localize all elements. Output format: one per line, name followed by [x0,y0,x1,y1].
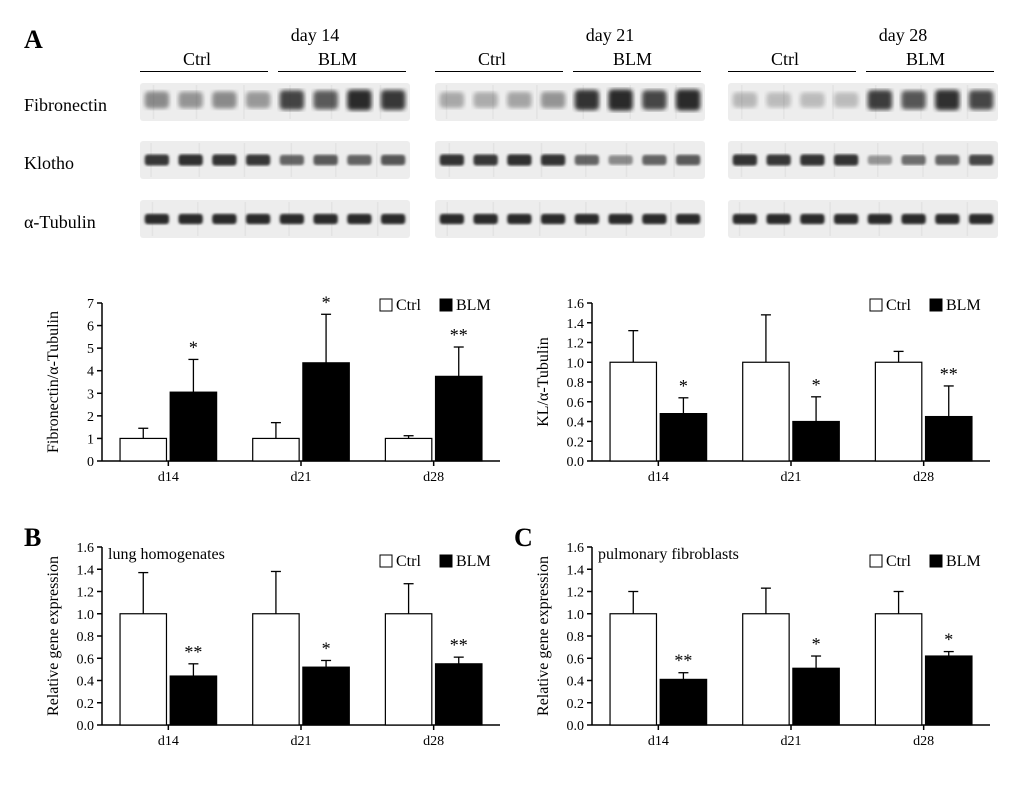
svg-text:2: 2 [87,410,94,425]
svg-text:5: 5 [87,342,94,357]
svg-text:6: 6 [87,320,94,335]
chart-fibronectin: 0 1 2 3 4 5 6 7 Fibronectin/α-Tubulin * d14 * d21 ** d… [40,285,510,495]
svg-text:d21: d21 [291,470,312,485]
svg-text:d28: d28 [423,470,444,485]
svg-text:d21: d21 [291,734,312,749]
svg-text:1.6: 1.6 [77,541,95,556]
svg-text:0: 0 [87,455,94,470]
svg-text:Ctrl: Ctrl [396,553,421,570]
svg-text:Ctrl: Ctrl [886,553,911,570]
panel-a: A day 14 day 21 day 28 Ctrl BLM Ctrl BLM… [20,25,1000,261]
svg-text:*: * [189,337,198,357]
svg-text:BLM: BLM [946,553,981,570]
svg-text:3: 3 [87,387,94,402]
svg-text:0.4: 0.4 [567,675,585,690]
svg-text:0.8: 0.8 [567,630,585,645]
svg-text:d21: d21 [781,470,802,485]
svg-text:1.6: 1.6 [567,541,585,556]
svg-text:*: * [679,376,688,396]
western-blots-svg [20,25,1000,261]
svg-text:4: 4 [87,365,94,380]
svg-text:7: 7 [87,297,94,312]
svg-text:1: 1 [87,432,94,447]
svg-text:0.0: 0.0 [567,455,585,470]
svg-text:d28: d28 [913,470,934,485]
svg-text:*: * [322,292,331,312]
svg-text:d14: d14 [648,470,669,485]
figure-root: A day 14 day 21 day 28 Ctrl BLM Ctrl BLM… [20,25,1000,763]
svg-text:Ctrl: Ctrl [396,297,421,314]
svg-text:*: * [944,630,953,650]
svg-text:0.6: 0.6 [77,652,95,667]
svg-text:0.6: 0.6 [567,396,585,411]
svg-text:*: * [812,375,821,395]
svg-text:**: ** [184,642,202,662]
svg-text:d14: d14 [158,470,179,485]
svg-text:0.2: 0.2 [567,697,585,712]
svg-text:**: ** [450,325,468,345]
svg-text:BLM: BLM [456,553,491,570]
svg-text:**: ** [450,635,468,655]
svg-text:0.8: 0.8 [567,376,585,391]
svg-text:BLM: BLM [946,297,981,314]
svg-text:0.8: 0.8 [77,630,95,645]
panels-bc: B C 0.00.20.40.60.81.01.21.41.6Relative … [20,523,1000,763]
svg-text:*: * [812,634,821,654]
svg-text:d28: d28 [423,734,444,749]
svg-text:1.2: 1.2 [567,337,585,352]
svg-text:1.0: 1.0 [567,608,585,623]
svg-text:**: ** [940,364,958,384]
svg-text:pulmonary fibroblasts: pulmonary fibroblasts [598,546,739,563]
chart-lung-homogenates: 0.0 0.2 0.4 0.6 0.8 1.0 1.2 1.4 1.6 Relative gene… [40,529,510,759]
chart-kl: 0.0 0.2 0.4 0.6 0.8 1.0 1.2 1.4 1.6 KL/α-Tubulin *… [530,285,1000,495]
svg-text:KL/α-Tubulin: KL/α-Tubulin [535,337,552,427]
svg-text:1.4: 1.4 [77,563,95,578]
svg-text:1.4: 1.4 [567,563,585,578]
svg-text:0.4: 0.4 [77,675,95,690]
svg-text:Fibronectin/α-Tubulin: Fibronectin/α-Tubulin [45,311,62,453]
svg-text:d14: d14 [158,734,179,749]
svg-text:d14: d14 [648,734,669,749]
svg-text:Ctrl: Ctrl [886,297,911,314]
chart-pulmonary-fibroblasts: 0.0 0.2 0.4 0.6 0.8 1.0 1.2 1.4 1.6 Relative gene… [530,529,1000,759]
svg-text:1.0: 1.0 [567,356,585,371]
svg-text:1.4: 1.4 [567,317,585,332]
svg-text:BLM: BLM [456,297,491,314]
svg-text:d28: d28 [913,734,934,749]
svg-text:0.2: 0.2 [77,697,95,712]
panel-a-charts: 01234567Fibronectin/α-Tubulin*d14*d21**d… [20,285,1000,495]
svg-text:0.0: 0.0 [77,719,95,734]
svg-text:1.2: 1.2 [77,586,95,601]
svg-text:Relative gene expression: Relative gene expression [535,556,552,716]
svg-text:0.0: 0.0 [567,719,585,734]
svg-text:Relative gene expression: Relative gene expression [45,556,62,716]
svg-text:1.0: 1.0 [77,608,95,623]
svg-text:**: ** [674,651,692,671]
svg-text:0.4: 0.4 [567,416,585,431]
svg-text:1.6: 1.6 [567,297,585,312]
svg-text:*: * [322,638,331,658]
svg-text:lung homogenates: lung homogenates [108,546,225,563]
svg-text:0.2: 0.2 [567,435,585,450]
svg-text:0.6: 0.6 [567,652,585,667]
svg-text:1.2: 1.2 [567,586,585,601]
svg-text:d21: d21 [781,734,802,749]
panel-b-label: B [24,523,41,553]
